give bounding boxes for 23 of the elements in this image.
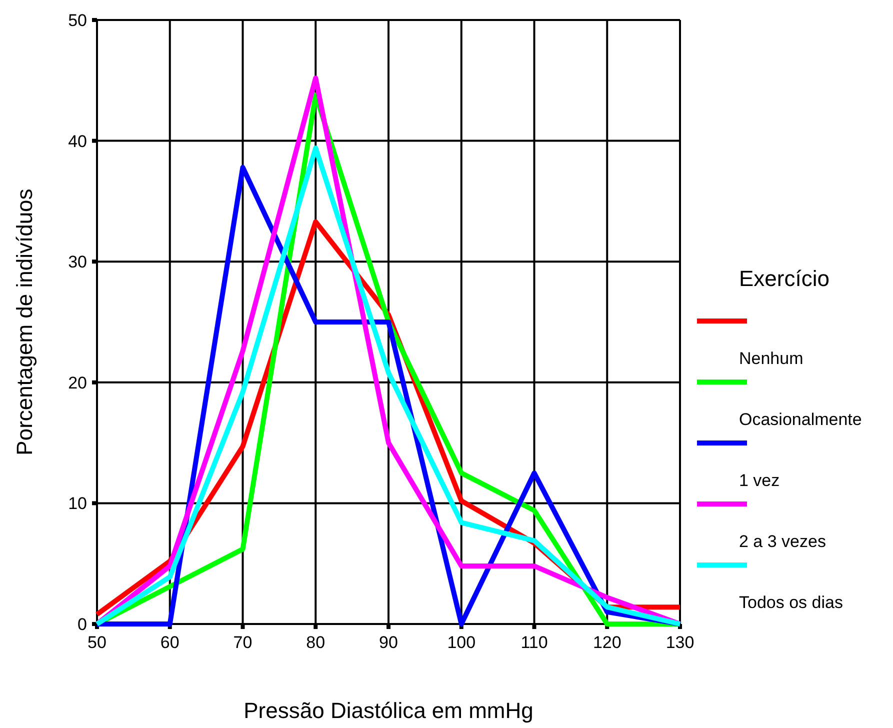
text: Ocasionalmente [739,410,862,429]
x-tick-label: 120 [592,633,622,652]
text: Todos os dias [739,593,843,612]
y-tick-label: 10 [68,494,87,514]
x-tick-label: 50 [88,633,106,652]
y-tick-label: 40 [68,132,87,151]
x-axis-title: Pressão Diastólica em mmHg [244,698,534,723]
x-tick-label: 130 [666,633,694,652]
y-tick-label: 30 [68,252,87,272]
y-axis-title: Porcentagem de indivíduos [12,188,37,456]
x-tick-label: 90 [379,633,398,652]
y-tick-label: 50 [68,10,87,30]
text: 1 vez [739,471,780,490]
y-tick-label: 20 [68,373,87,392]
x-tick-label: 80 [306,633,326,652]
x-tick-label: 110 [520,633,548,652]
x-tick-label: 70 [233,633,252,652]
text: Nenhum [739,349,804,368]
x-tick-label: 60 [160,633,180,652]
text: 2 a 3 vezes [739,532,826,551]
y-tick-label: 0 [78,614,87,634]
legend-title: Exercício [739,266,830,291]
x-tick-label: 100 [447,633,476,652]
